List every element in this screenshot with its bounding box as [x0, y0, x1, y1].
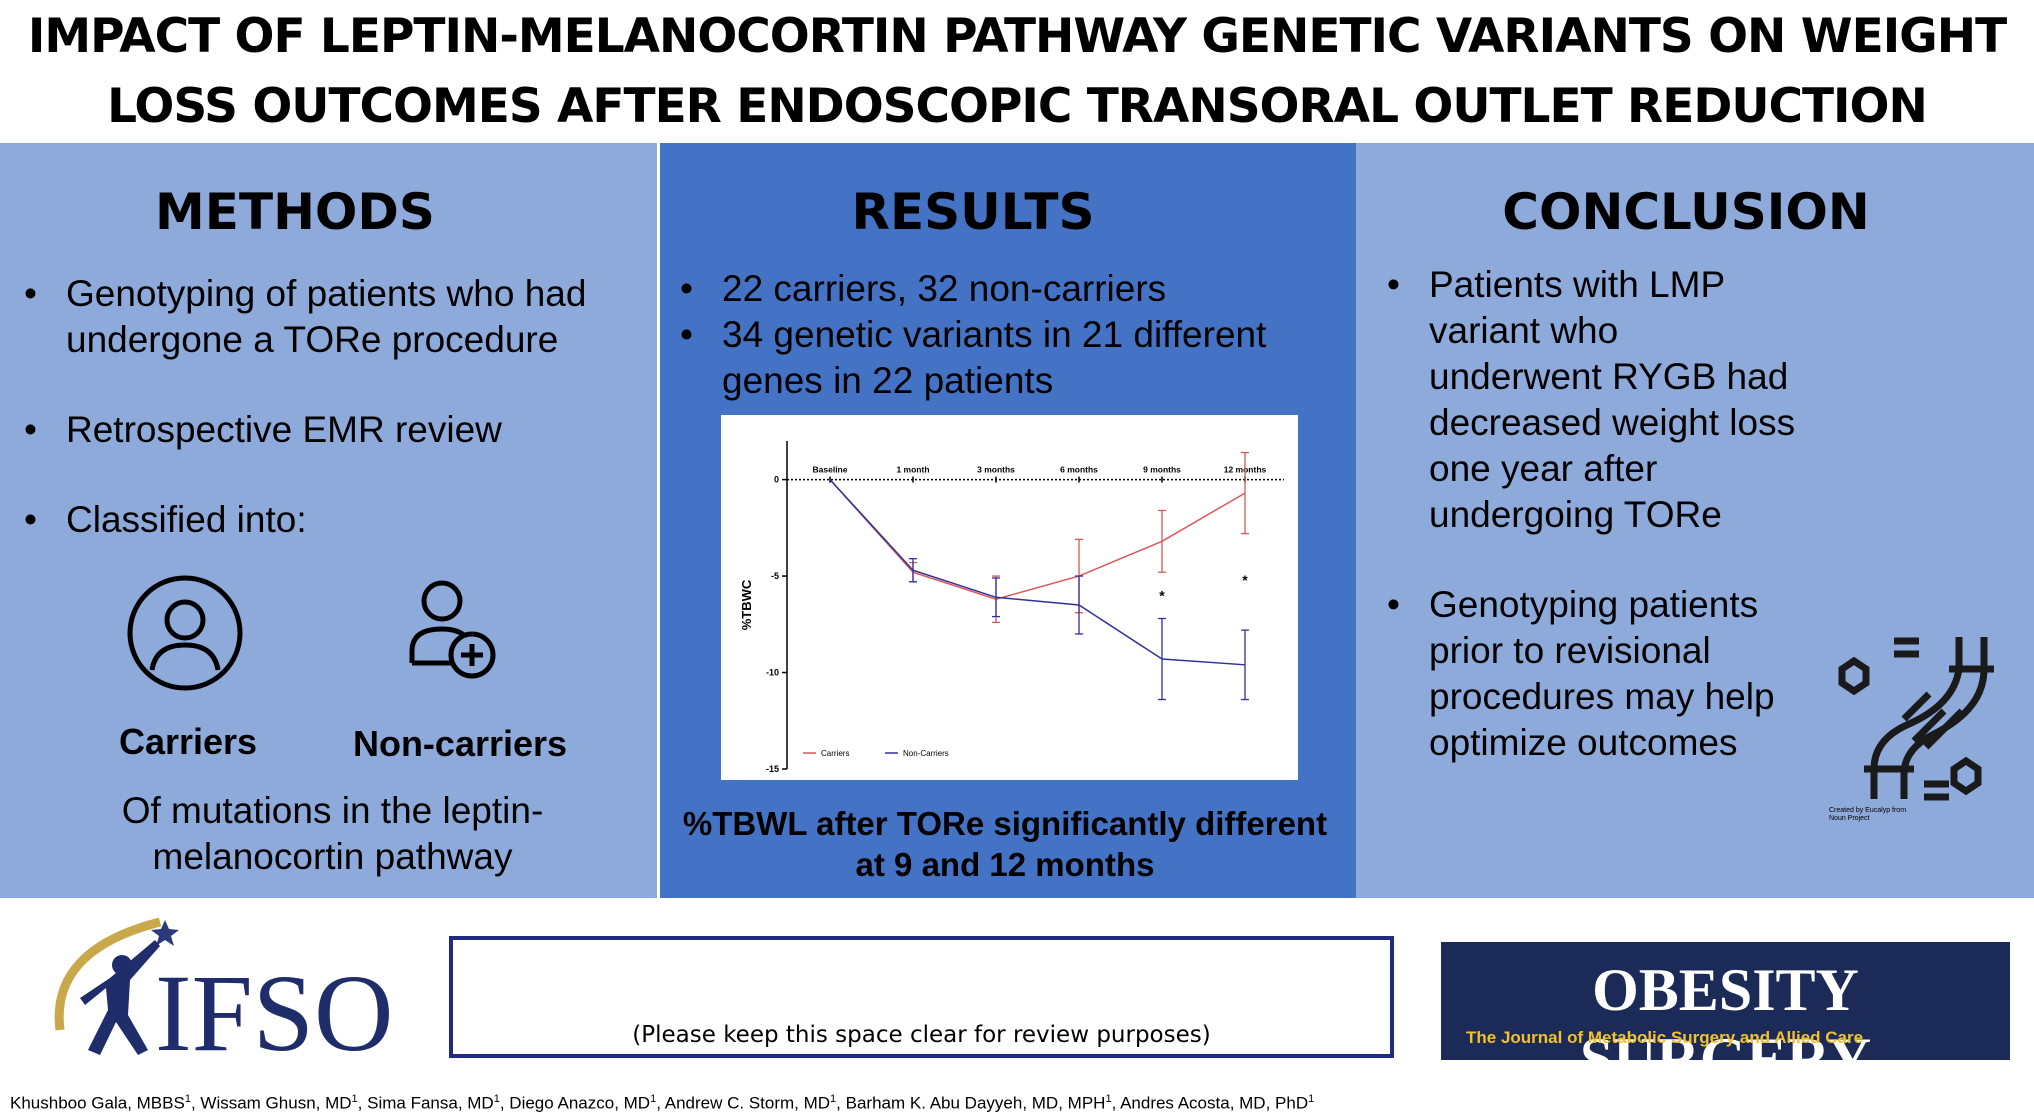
ifso-logo: IFSO: [54, 917, 393, 1074]
results-heading: RESULTS: [851, 183, 1095, 241]
group-label: Non-carriers: [352, 723, 568, 764]
logo-text: IFSO: [155, 952, 393, 1074]
error-bar: [1241, 451, 1249, 535]
x-tick-label: 6 months: [1060, 465, 1098, 475]
bullet: Genotyping patients prior to revisional …: [1387, 582, 1824, 766]
results-list: 22 carriers, 32 non-carriers 34 genetic …: [680, 266, 1322, 404]
bullet: Patients with LMP variant who underwent …: [1387, 262, 1799, 538]
author: , Andres Acosta, MD, PhD: [1111, 1093, 1309, 1113]
affiliation: 1: [650, 1093, 657, 1105]
bullet: 34 genetic variants in 21 different gene…: [680, 312, 1322, 404]
affiliation: 1: [830, 1093, 837, 1105]
author: , Diego Anazco, MD: [499, 1093, 651, 1113]
dna-icon: [1838, 637, 1994, 801]
carrier-icon: [127, 575, 243, 691]
conclusion-heading: CONCLUSION: [1502, 183, 1870, 241]
bullet: 22 carriers, 32 non-carriers: [680, 266, 1322, 312]
y-tick-label: -10: [766, 668, 779, 678]
review-note: (Please keep this space clear for review…: [632, 1022, 1211, 1048]
error-bar: [1075, 575, 1083, 635]
author: Khushboo Gala, MBBS: [10, 1093, 185, 1113]
author: , Wissam Ghusn, MD: [190, 1093, 352, 1113]
journal-title: OBESITY SURGERY: [1579, 957, 1872, 1092]
affiliation: 1: [493, 1093, 500, 1105]
series-line: [829, 479, 1246, 600]
y-tick-label: -5: [771, 571, 779, 581]
legend-label: Non-Carriers: [903, 749, 949, 758]
title: IMPACT OF LEPTIN-MELANOCORTIN PATHWAY GE…: [27, 9, 2007, 134]
affiliation: 1: [184, 1093, 191, 1105]
logo-arc: [54, 917, 162, 1031]
legend-label: Carriers: [821, 749, 849, 758]
author: , Andrew C. Storm, MD: [656, 1093, 831, 1113]
authors: Khushboo Gala, MBBS1, Wissam Ghusn, MD1,…: [10, 1093, 1314, 1114]
bullet: Retrospective EMR review: [24, 407, 636, 453]
results-finding: %TBWL after TORe significantly different…: [682, 805, 1328, 883]
journal-subtitle: The Journal of Metabolic Surgery and All…: [1466, 1028, 1864, 1047]
affiliation: 1: [1308, 1093, 1315, 1105]
review-box: (Please keep this space clear for review…: [449, 936, 1394, 1058]
error-bar: [1158, 617, 1166, 701]
author: , Barham K. Abu Dayyeh, MD, MPH: [836, 1093, 1106, 1113]
error-bar: [909, 558, 917, 583]
journal-logo: OBESITY SURGERY The Journal of Metabolic…: [1441, 942, 2010, 1092]
icon-credit: Created by Eucalyp from Noun Project: [1829, 807, 1907, 822]
logo-figure: [80, 940, 160, 1055]
conclusion-list: Patients with LMP variant who underwent …: [1387, 262, 1839, 766]
error-bar: [1241, 629, 1249, 701]
x-tick-label: Baseline: [813, 465, 848, 475]
error-bar: [992, 577, 1000, 618]
group-label: Carriers: [118, 721, 258, 762]
conclusion-panel: CONCLUSION Patients with LMP variant who…: [1356, 143, 2034, 898]
annotation: *: [1159, 587, 1165, 603]
affiliation: 1: [1105, 1093, 1112, 1105]
affiliation: 1: [351, 1093, 358, 1105]
chart: 0 -5 -10 -15 Baseline 1 month 3 months 6 months…: [721, 415, 1298, 780]
error-bar: [1158, 509, 1166, 573]
x-tick-label: 3 months: [977, 465, 1015, 475]
x-tick-label: 9 months: [1143, 465, 1181, 475]
y-axis-label: %TBWC: [739, 579, 754, 630]
chart-background: [721, 415, 1298, 780]
logo-star: [151, 920, 179, 946]
author: , Sima Fansa, MD: [357, 1093, 494, 1113]
annotation: *: [1242, 572, 1248, 588]
non-carrier-icon: [409, 580, 496, 679]
methods-heading: METHODS: [155, 183, 435, 241]
methods-note: Of mutations in the leptin-melanocortin …: [121, 790, 544, 877]
series-line: [829, 479, 1246, 666]
bullet: Classified into:: [24, 497, 636, 543]
y-tick-label: 0: [774, 475, 779, 485]
x-tick-label: 1 month: [896, 465, 929, 475]
methods-list: Genotyping of patients who had undergone…: [24, 271, 636, 543]
y-tick-label: -15: [766, 764, 779, 774]
bullet: Genotyping of patients who had undergone…: [24, 271, 636, 363]
methods-panel: METHODS Genotyping of patients who had u…: [0, 143, 657, 898]
